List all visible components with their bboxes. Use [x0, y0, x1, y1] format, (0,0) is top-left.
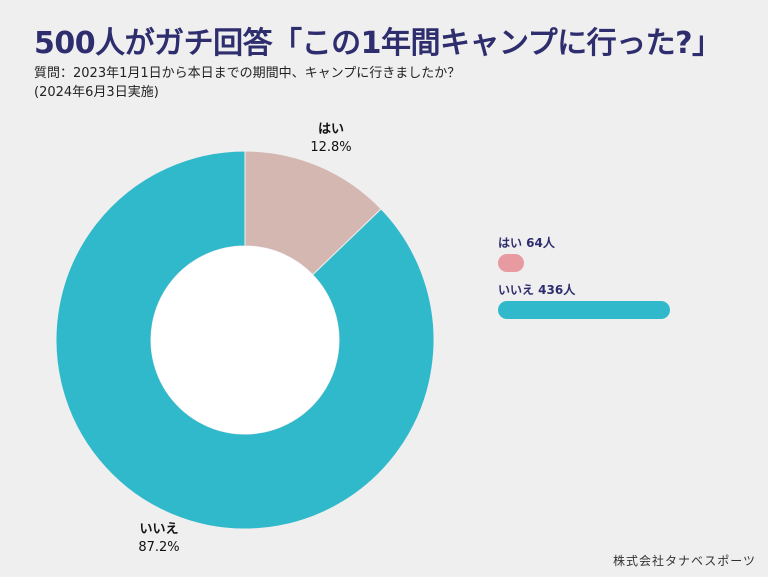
chart-title: 500人がガチ回答「この1年間キャンプに行った?」 — [34, 26, 722, 61]
survey-question: 質問：2023年1月1日から本日までの期間中、キャンプに行きましたか？ — [34, 66, 461, 81]
slice-label-no: いいえ 87.2% — [128, 521, 190, 557]
slice-value-no: 87.2% — [138, 540, 180, 555]
slice-name-no: いいえ — [139, 522, 179, 537]
donut-hole — [151, 246, 339, 434]
slice-name-yes: はい — [317, 122, 344, 137]
bar-label-yes: はい 64人 — [498, 236, 555, 250]
survey-date: (2024年6月3日実施) — [34, 85, 159, 100]
bar-no — [498, 301, 670, 319]
slice-value-yes: 12.8% — [310, 140, 352, 155]
bar-block-no: いいえ 436人 — [498, 281, 670, 319]
bar-label-no: いいえ 436人 — [498, 283, 576, 297]
slice-label-yes: はい 12.8% — [300, 121, 362, 157]
company-credit: 株式会社タナベスポーツ — [612, 554, 756, 568]
bar-yes — [498, 254, 524, 272]
bar-block-yes: はい 64人 — [498, 234, 555, 272]
